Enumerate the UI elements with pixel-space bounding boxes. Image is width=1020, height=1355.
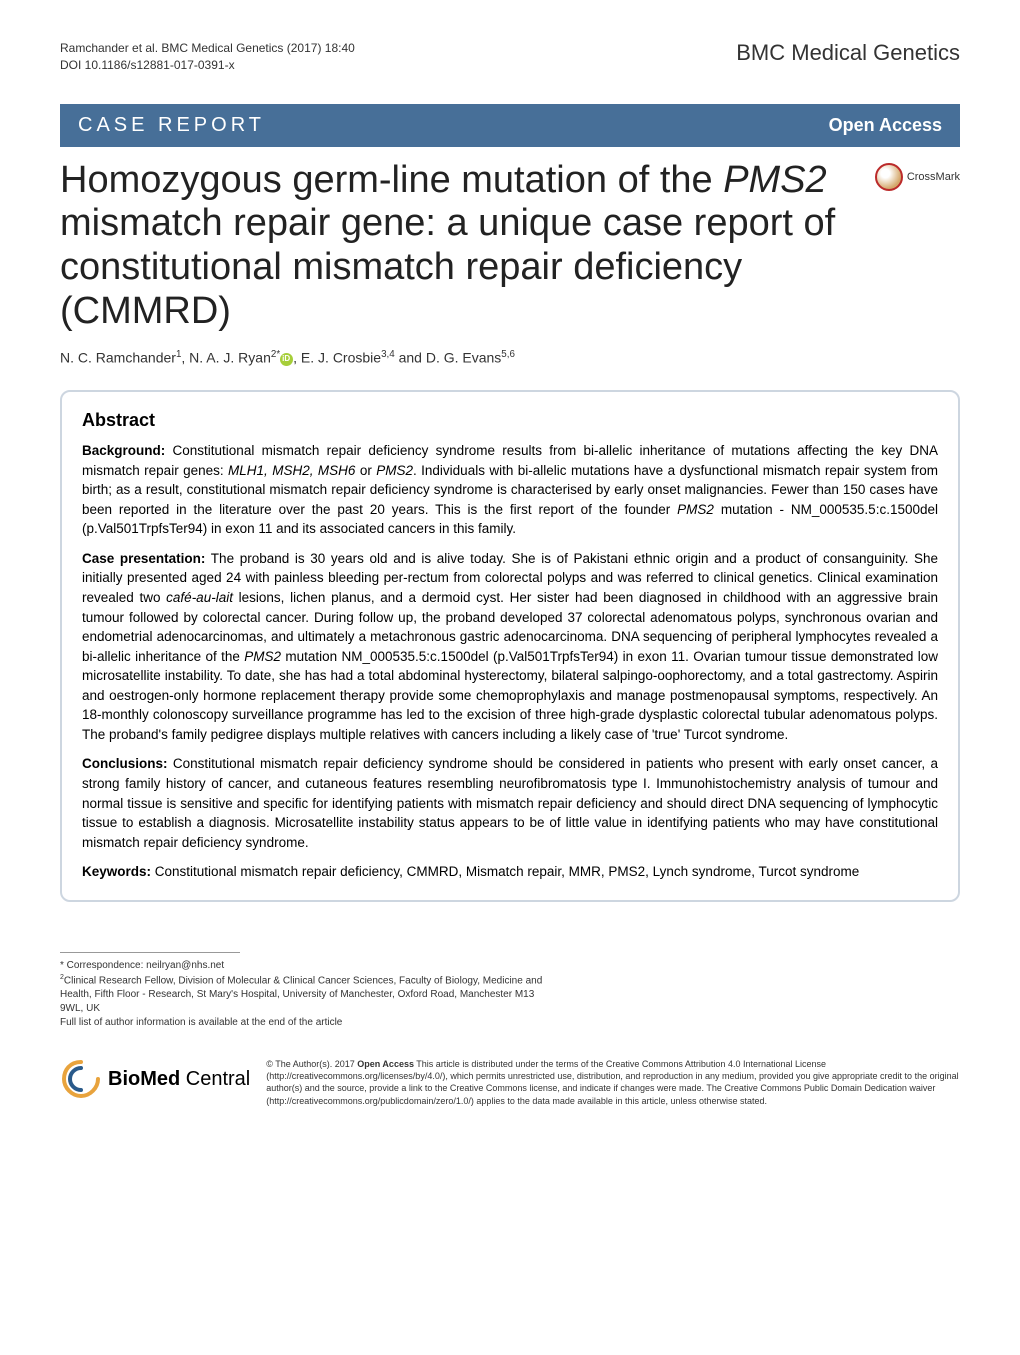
title-italic-gene: PMS2 bbox=[723, 159, 826, 201]
author-4-affil: 5,6 bbox=[501, 349, 515, 360]
biomed-central-logo: BioMed Central bbox=[60, 1058, 250, 1100]
crossmark-label: CrossMark bbox=[907, 171, 960, 183]
conclusions-text: Constitutional mismatch repair deficienc… bbox=[82, 756, 938, 849]
correspondence-block: * Correspondence: neilryan@nhs.net 2Clin… bbox=[60, 959, 560, 1030]
crossmark-icon bbox=[875, 163, 903, 191]
authors-line: N. C. Ramchander1, N. A. J. Ryan2*, E. J… bbox=[60, 349, 960, 366]
bmc-bold: BioMed bbox=[108, 1068, 180, 1090]
doi: DOI 10.1186/s12881-017-0391-x bbox=[60, 57, 355, 74]
case-cal: café-au-lait bbox=[166, 590, 233, 605]
abstract-keywords: Keywords: Constitutional mismatch repair… bbox=[82, 862, 938, 882]
title-pre: Homozygous germ-line mutation of the bbox=[60, 159, 723, 201]
conclusions-label: Conclusions: bbox=[82, 756, 168, 771]
open-access-label: Open Access bbox=[829, 115, 942, 136]
article-title: Homozygous germ-line mutation of the PMS… bbox=[60, 159, 875, 334]
footer-divider bbox=[60, 952, 240, 953]
author-3: E. J. Crosbie bbox=[301, 350, 381, 366]
author-1-affil: 1 bbox=[176, 349, 181, 360]
abstract-box: Abstract Background: Constitutional mism… bbox=[60, 390, 960, 902]
author-2-affil: 2* bbox=[271, 349, 280, 360]
case-pms2: PMS2 bbox=[244, 649, 281, 664]
footer-row: BioMed Central © The Author(s). 2017 Ope… bbox=[60, 1058, 960, 1107]
article-type-banner: CASE REPORT Open Access bbox=[60, 104, 960, 147]
corr-text: Clinical Research Fellow, Division of Mo… bbox=[60, 975, 542, 1014]
author-3-affil: 3,4 bbox=[381, 349, 395, 360]
abstract-background: Background: Constitutional mismatch repa… bbox=[82, 441, 938, 539]
author-4: D. G. Evans bbox=[426, 350, 501, 366]
journal-name: BMC Medical Genetics bbox=[736, 40, 960, 66]
bmc-text: BioMed Central bbox=[108, 1068, 250, 1091]
keywords-text: Constitutional mismatch repair deficienc… bbox=[151, 864, 859, 879]
abstract-case: Case presentation: The proband is 30 yea… bbox=[82, 549, 938, 745]
orcid-icon[interactable] bbox=[280, 353, 293, 366]
correspondence-affiliation: 2Clinical Research Fellow, Division of M… bbox=[60, 973, 560, 1016]
license-text: © The Author(s). 2017 Open Access This a… bbox=[266, 1058, 960, 1107]
keywords-label: Keywords: bbox=[82, 864, 151, 879]
license-pre: © The Author(s). 2017 bbox=[266, 1059, 357, 1069]
bg-pms2: PMS2 bbox=[376, 463, 413, 478]
header-meta: Ramchander et al. BMC Medical Genetics (… bbox=[60, 40, 960, 74]
correspondence-note: Full list of author information is avail… bbox=[60, 1016, 560, 1030]
abstract-heading: Abstract bbox=[82, 410, 938, 431]
article-type: CASE REPORT bbox=[78, 114, 265, 137]
license-oa: Open Access bbox=[357, 1059, 414, 1069]
abstract-conclusions: Conclusions: Constitutional mismatch rep… bbox=[82, 754, 938, 852]
bmc-light: Central bbox=[180, 1068, 250, 1090]
citation: Ramchander et al. BMC Medical Genetics (… bbox=[60, 40, 355, 57]
bg-genes: MLH1, MSH2, MSH6 bbox=[228, 463, 355, 478]
title-post: mismatch repair gene: a unique case repo… bbox=[60, 202, 835, 331]
author-1: N. C. Ramchander bbox=[60, 350, 176, 366]
background-label: Background: bbox=[82, 443, 165, 458]
crossmark-badge[interactable]: CrossMark bbox=[875, 163, 960, 191]
authors-and: and bbox=[395, 350, 426, 366]
bg-pms2b: PMS2 bbox=[677, 502, 714, 517]
bg-t2: or bbox=[355, 463, 376, 478]
bmc-swirl-icon bbox=[60, 1058, 102, 1100]
header-left: Ramchander et al. BMC Medical Genetics (… bbox=[60, 40, 355, 74]
author-2: N. A. J. Ryan bbox=[189, 350, 271, 366]
case-label: Case presentation: bbox=[82, 551, 205, 566]
correspondence-email: * Correspondence: neilryan@nhs.net bbox=[60, 959, 560, 973]
